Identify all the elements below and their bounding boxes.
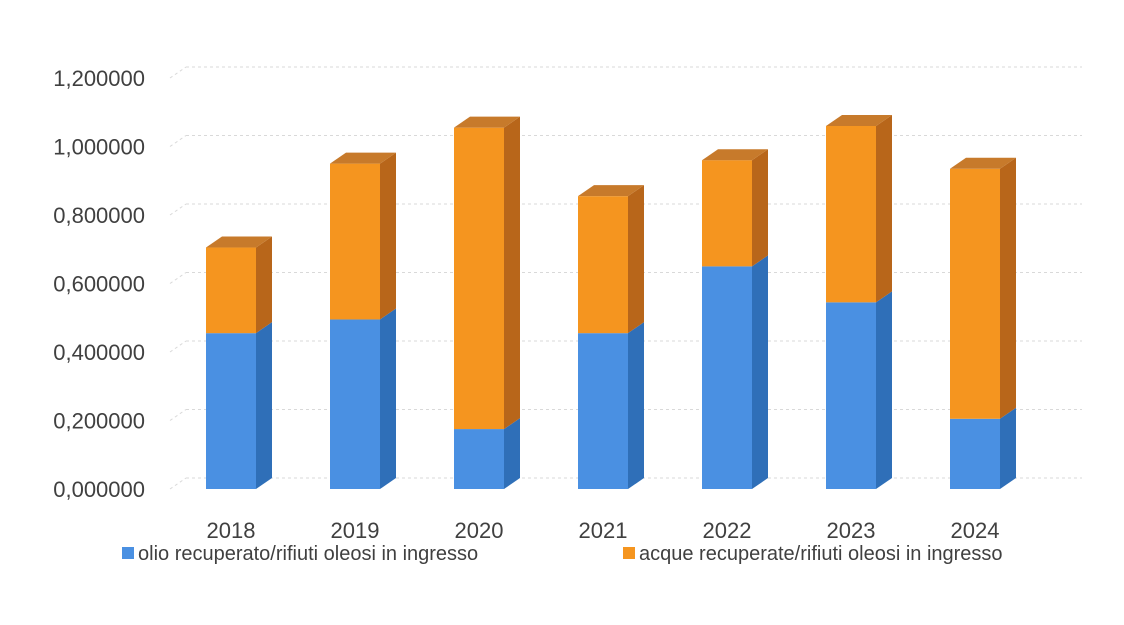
bar-olio-2024 [950,407,1016,489]
bar-acque-2019 [330,152,396,320]
bar-acque-2018 [206,236,272,334]
gridline-depth [169,203,187,216]
bar-olio-2021 [578,322,644,489]
bar-acque-2023 [826,114,892,303]
y-tick-label: 0,200000 [53,409,145,434]
gridline-depth [169,409,187,421]
y-tick-label: 0,800000 [53,203,145,228]
legend: olio recuperato/rifiuti oleosi in ingres… [122,543,1003,565]
legend-swatch [122,547,134,559]
x-tick-label: 2019 [331,518,380,543]
legend-label: acque recuperate/rifiuti oleosi in ingre… [639,543,1003,565]
x-tick-label: 2022 [703,518,752,543]
gridline-depth [169,66,187,79]
gridline-depth [169,135,187,147]
bars [206,114,1016,489]
y-tick-label: 0,400000 [53,340,145,365]
y-tick-label: 1,000000 [53,135,145,160]
gridlines [169,66,1082,490]
bar-acque-2022 [702,149,768,267]
x-tick-label: 2020 [455,518,504,543]
x-tick-label: 2018 [207,518,256,543]
legend-label: olio recuperato/rifiuti oleosi in ingres… [138,543,478,565]
x-tick-label: 2021 [579,518,628,543]
legend-swatch [623,547,635,559]
bar-olio-2019 [330,308,396,489]
bar-olio-2023 [826,291,892,489]
legend-item-olio: olio recuperato/rifiuti oleosi in ingres… [122,543,478,565]
bar-olio-2022 [702,255,768,489]
y-tick-label: 0,600000 [53,272,145,297]
gridline-depth [169,340,187,353]
x-tick-label: 2023 [827,518,876,543]
bar-acque-2024 [950,157,1016,419]
y-tick-label: 0,000000 [53,477,145,502]
legend-item-acque: acque recuperate/rifiuti oleosi in ingre… [623,543,1003,565]
bar-olio-2018 [206,322,272,489]
gridline-depth [169,272,187,284]
bar-acque-2021 [578,185,644,334]
x-tick-label: 2024 [951,518,1000,543]
y-axis-ticks: 0,000000 0,200000 0,400000 0,600000 0,800000… [53,66,145,502]
bar-olio-2020 [454,418,520,489]
x-axis-ticks: 2018 2019 2020 2021 2022 2023 2024 [207,518,1000,543]
bar-acque-2020 [454,116,520,430]
y-tick-label: 1,200000 [53,66,145,91]
gridline-depth [169,477,187,490]
